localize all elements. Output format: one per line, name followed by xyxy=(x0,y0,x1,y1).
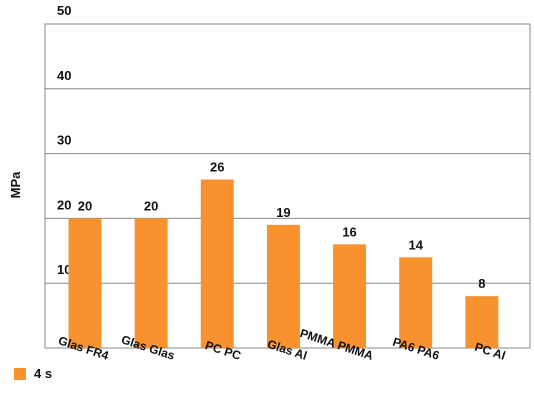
bar xyxy=(399,257,433,348)
data-label: 14 xyxy=(408,237,423,252)
bar xyxy=(465,296,499,348)
y-tick-label: 20 xyxy=(57,197,71,212)
x-tick-label: PC Al xyxy=(473,340,507,363)
y-axis-label: MPa xyxy=(8,171,23,199)
data-label: 20 xyxy=(78,198,92,213)
legend-swatch xyxy=(14,367,26,380)
data-label: 26 xyxy=(210,160,224,175)
data-label: 19 xyxy=(276,205,290,220)
y-tick-label: 40 xyxy=(57,68,71,83)
y-tick-label: 10 xyxy=(57,262,71,277)
legend: 4 s xyxy=(14,366,52,381)
data-label: 8 xyxy=(478,276,485,291)
y-tick-label: 50 xyxy=(57,3,71,18)
data-label: 20 xyxy=(144,198,158,213)
legend-label: 4 s xyxy=(34,366,53,381)
bar xyxy=(68,218,102,348)
bar xyxy=(134,218,168,348)
bar xyxy=(200,179,234,348)
y-tick-label: 30 xyxy=(57,133,71,148)
bar xyxy=(266,224,300,348)
bar xyxy=(333,244,367,348)
data-label: 16 xyxy=(342,224,356,239)
